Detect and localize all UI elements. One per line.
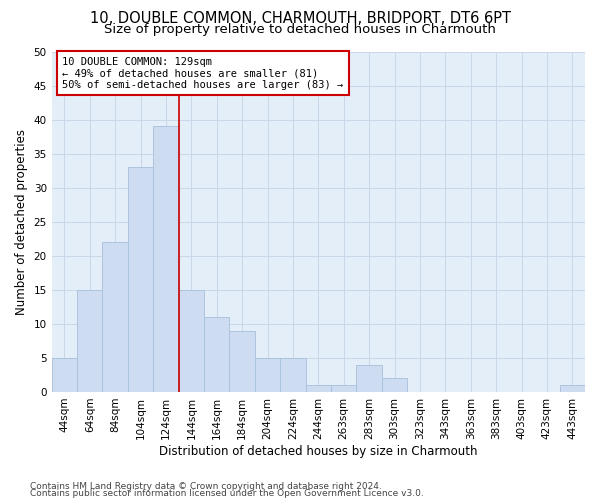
Text: 10, DOUBLE COMMON, CHARMOUTH, BRIDPORT, DT6 6PT: 10, DOUBLE COMMON, CHARMOUTH, BRIDPORT, … bbox=[89, 11, 511, 26]
Bar bbox=[331, 385, 356, 392]
Text: Contains public sector information licensed under the Open Government Licence v3: Contains public sector information licen… bbox=[30, 490, 424, 498]
Bar bbox=[77, 290, 103, 392]
Bar bbox=[179, 290, 204, 392]
Bar bbox=[103, 242, 128, 392]
Bar bbox=[356, 364, 382, 392]
Bar bbox=[305, 385, 331, 392]
Bar bbox=[204, 317, 229, 392]
Y-axis label: Number of detached properties: Number of detached properties bbox=[15, 128, 28, 314]
Bar bbox=[128, 168, 153, 392]
Bar bbox=[52, 358, 77, 392]
Bar bbox=[382, 378, 407, 392]
Text: 10 DOUBLE COMMON: 129sqm
← 49% of detached houses are smaller (81)
50% of semi-d: 10 DOUBLE COMMON: 129sqm ← 49% of detach… bbox=[62, 56, 344, 90]
Bar bbox=[153, 126, 179, 392]
Bar bbox=[280, 358, 305, 392]
Text: Contains HM Land Registry data © Crown copyright and database right 2024.: Contains HM Land Registry data © Crown c… bbox=[30, 482, 382, 491]
X-axis label: Distribution of detached houses by size in Charmouth: Distribution of detached houses by size … bbox=[159, 444, 478, 458]
Text: Size of property relative to detached houses in Charmouth: Size of property relative to detached ho… bbox=[104, 22, 496, 36]
Bar bbox=[229, 330, 255, 392]
Bar bbox=[255, 358, 280, 392]
Bar bbox=[560, 385, 585, 392]
